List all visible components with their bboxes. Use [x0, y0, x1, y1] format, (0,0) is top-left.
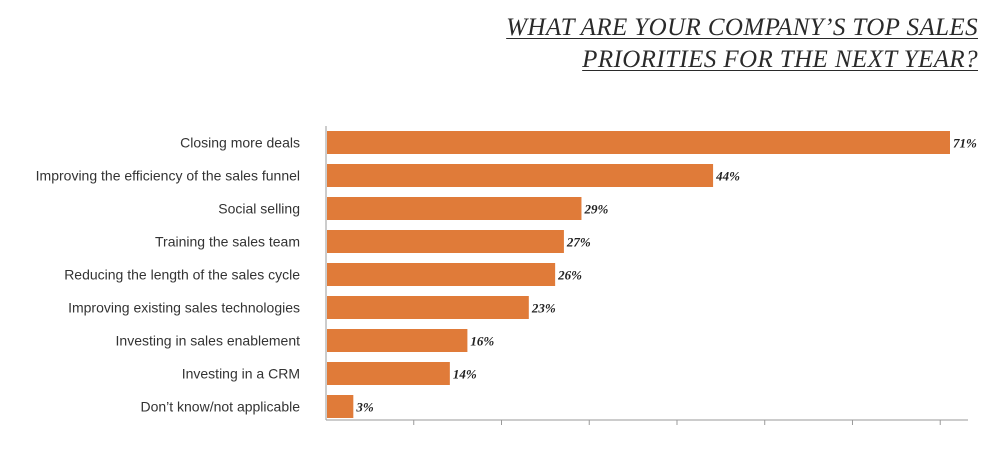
bar — [327, 230, 564, 253]
category-label: Don’t know/not applicable — [140, 399, 300, 415]
chart-title-line-2: PRIORITIES FOR THE NEXT YEAR? — [582, 46, 978, 73]
bar — [327, 197, 582, 220]
value-label: 3% — [355, 400, 374, 415]
value-label: 16% — [470, 334, 494, 349]
category-label: Improving existing sales technologies — [68, 300, 300, 316]
value-label: 44% — [715, 169, 740, 184]
category-label: Closing more deals — [180, 135, 300, 151]
category-label: Training the sales team — [155, 234, 300, 250]
value-label: 14% — [453, 367, 477, 382]
bar — [327, 131, 950, 154]
value-label: 29% — [583, 202, 608, 217]
bar — [327, 263, 556, 286]
value-label: 71% — [953, 136, 977, 151]
category-label: Reducing the length of the sales cycle — [64, 267, 300, 283]
value-label: 23% — [531, 301, 556, 316]
category-label: Investing in sales enablement — [116, 333, 301, 349]
bar — [327, 296, 529, 319]
chart-title: WHAT ARE YOUR COMPANY’S TOP SALES PRIORI… — [506, 12, 978, 76]
category-label: Social selling — [218, 201, 300, 217]
category-label: Improving the efficiency of the sales fu… — [36, 168, 300, 184]
bar — [327, 395, 354, 418]
bar — [327, 164, 714, 187]
value-label: 27% — [566, 235, 591, 250]
bar — [327, 362, 450, 385]
category-label: Investing in a CRM — [182, 366, 300, 382]
bar — [327, 329, 468, 352]
chart-title-line-1: WHAT ARE YOUR COMPANY’S TOP SALES — [506, 14, 978, 41]
value-label: 26% — [557, 268, 582, 283]
